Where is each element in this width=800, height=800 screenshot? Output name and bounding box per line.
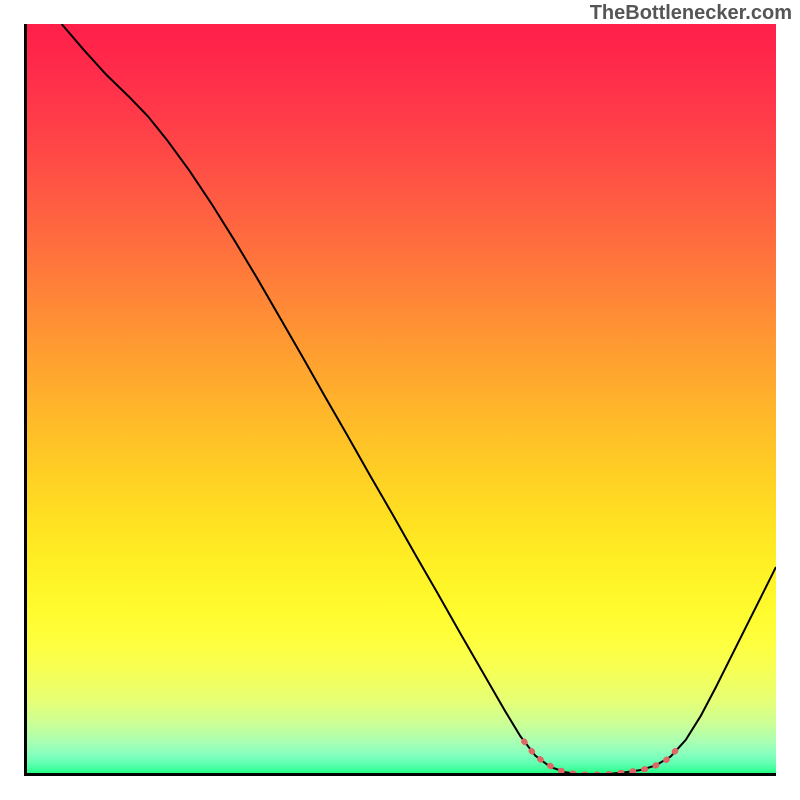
figure-root: TheBottlenecker.com (0, 0, 800, 800)
plot-area (24, 24, 776, 776)
highlight-segment (524, 741, 682, 774)
main-curve (62, 24, 776, 775)
watermark-text: TheBottlenecker.com (590, 2, 792, 25)
plot-overlay-svg (24, 24, 776, 776)
